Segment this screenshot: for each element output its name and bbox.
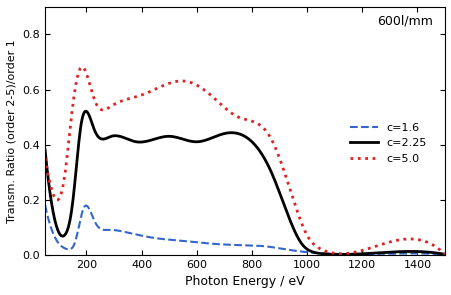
c=1.6 xyxy=(42,203,48,207)
c=1.6 xyxy=(258,244,264,248)
Text: 600l/mm: 600l/mm xyxy=(376,14,432,27)
c=2.25 xyxy=(42,148,48,152)
c=5.0 xyxy=(281,169,286,173)
Legend: c=1.6, c=2.25, c=5.0: c=1.6, c=2.25, c=5.0 xyxy=(345,118,431,168)
c=2.25 xyxy=(235,132,240,135)
c=1.6 xyxy=(232,243,237,247)
c=5.0 xyxy=(42,157,48,160)
c=5.0 xyxy=(235,115,240,119)
c=2.25 xyxy=(281,203,286,206)
c=2.25 xyxy=(337,253,343,256)
c=1.6 xyxy=(234,243,239,247)
c=1.6 xyxy=(369,252,375,256)
Y-axis label: Transm. Ratio (order 2-5)/order 1: Transm. Ratio (order 2-5)/order 1 xyxy=(7,39,17,223)
c=2.25 xyxy=(433,251,439,255)
c=5.0 xyxy=(79,65,84,69)
Line: c=1.6: c=1.6 xyxy=(45,205,444,254)
c=2.25 xyxy=(233,131,238,135)
c=5.0 xyxy=(370,245,376,249)
c=2.25 xyxy=(371,251,377,255)
c=1.6 xyxy=(442,253,447,256)
c=2.25 xyxy=(442,253,447,256)
Line: c=5.0: c=5.0 xyxy=(45,67,444,254)
Line: c=2.25: c=2.25 xyxy=(45,111,444,255)
c=1.6 xyxy=(280,247,285,251)
c=1.6 xyxy=(432,252,437,256)
c=5.0 xyxy=(433,245,438,249)
c=5.0 xyxy=(233,114,238,118)
c=2.25 xyxy=(83,109,88,113)
c=5.0 xyxy=(259,125,264,129)
c=2.25 xyxy=(259,153,264,157)
c=5.0 xyxy=(442,253,447,256)
X-axis label: Photon Energy / eV: Photon Energy / eV xyxy=(185,275,304,288)
